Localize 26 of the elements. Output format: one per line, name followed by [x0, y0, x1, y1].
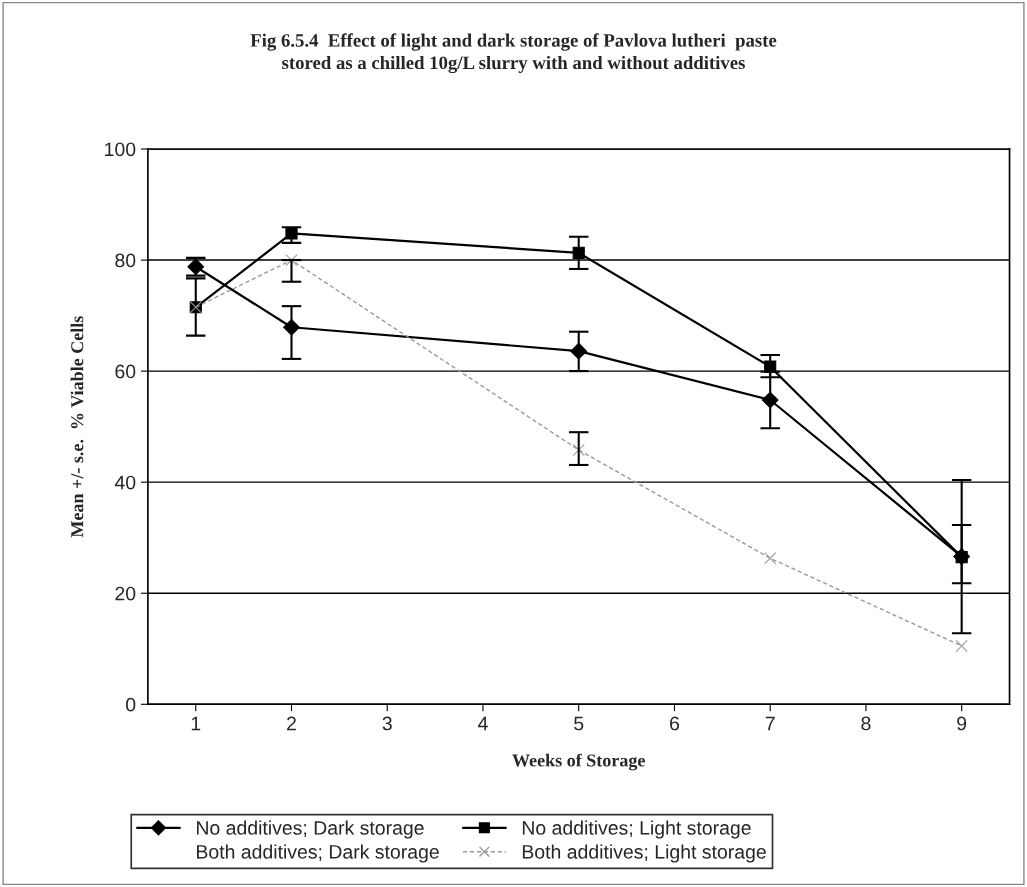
x-tick-label: 4 [478, 716, 488, 731]
x-tick-label: 1 [191, 716, 201, 731]
x-tick-label: 3 [382, 716, 392, 731]
x-tick-label: 6 [670, 716, 680, 731]
y-tick-label: 80 [115, 253, 136, 268]
y-tick-label: 0 [126, 697, 136, 712]
point [955, 639, 968, 653]
legend-label: Both additives; Light storage [522, 844, 766, 863]
y-tick-label: 20 [115, 586, 136, 601]
legend-label: No additives; Dark storage [197, 820, 424, 839]
x-tick-label: 5 [574, 716, 584, 731]
chart-title: Fig 6.5.4 Effect of light and dark storage of Pavlova lutheri paste stored as a chilled 10g/L slurry with and without additives [250, 33, 777, 74]
text: Both additives; Dark storage [197, 844, 439, 863]
y-tick-label: 100 [105, 142, 136, 157]
y-tick-label: 40 [114, 475, 136, 490]
point [285, 253, 298, 267]
x-tick-label: 9 [957, 716, 967, 731]
x-axis-title: Weeks of Storage [512, 753, 645, 771]
x-tick-label: 7 [765, 716, 775, 731]
x-tick-label: 8 [861, 716, 871, 731]
point [572, 443, 585, 457]
point [764, 552, 777, 565]
y-axis-title: Mean +/- s.e. % Viable Cells [70, 316, 84, 538]
legend-label: No additives; Light storage [522, 820, 751, 839]
y-tick-label: 60 [115, 364, 136, 379]
x-tick-label: 2 [287, 716, 296, 731]
